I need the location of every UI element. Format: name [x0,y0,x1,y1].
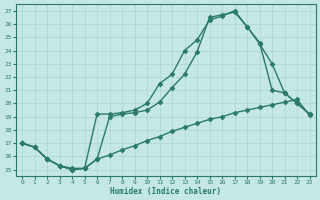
X-axis label: Humidex (Indice chaleur): Humidex (Indice chaleur) [110,187,221,196]
